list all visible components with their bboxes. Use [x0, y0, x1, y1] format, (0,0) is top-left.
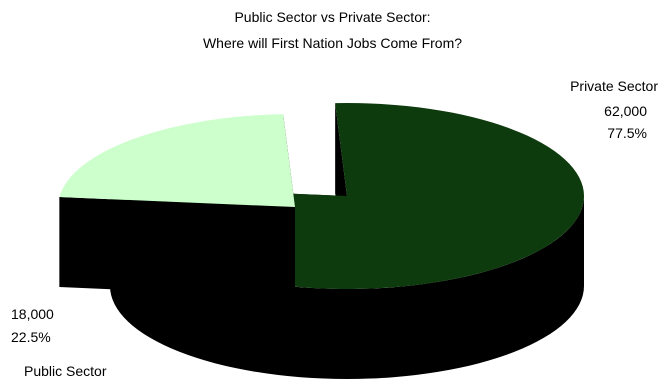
private-sector-percent-label: 77.5% [607, 125, 647, 141]
public-sector-slice [59, 114, 295, 207]
public-sector-percent-label: 22.5% [11, 329, 51, 345]
public-sector-name-label: Public Sector [24, 363, 106, 379]
public-sector-value-label: 18,000 [11, 306, 54, 322]
private-sector-value-label: 62,000 [604, 103, 647, 119]
private-sector-name-label: Private Sector [570, 78, 658, 94]
public-sector-inner-wall-b [59, 197, 295, 297]
